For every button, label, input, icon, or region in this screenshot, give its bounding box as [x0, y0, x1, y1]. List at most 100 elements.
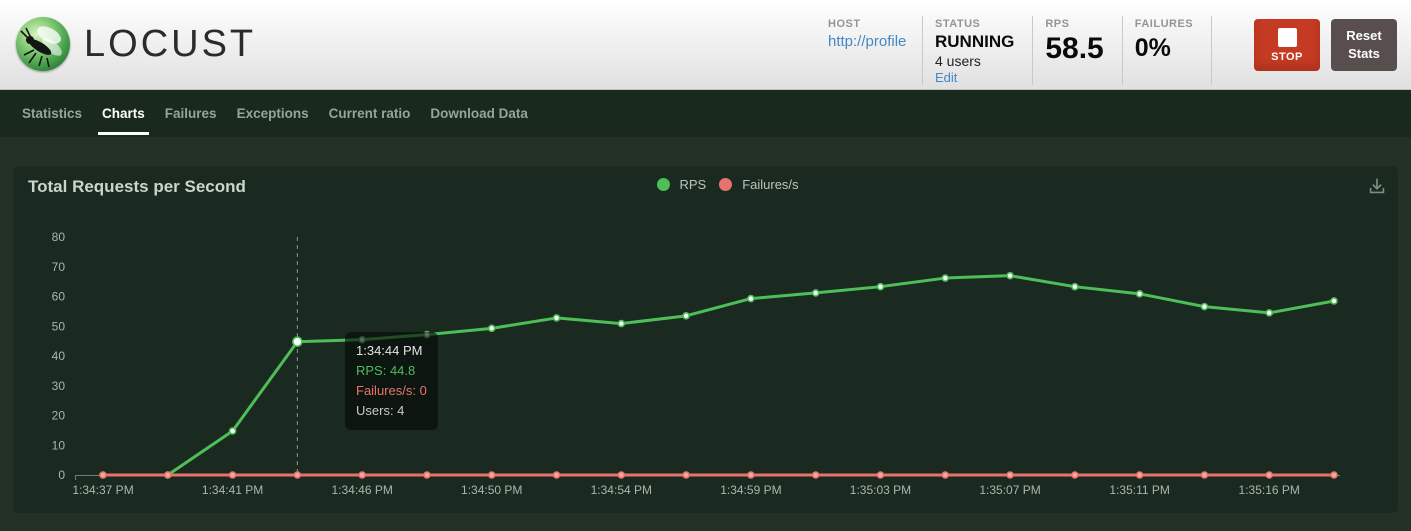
tooltip-rps: RPS: 44.8 — [356, 363, 416, 378]
x-axis-label: 1:35:07 PM — [979, 483, 1040, 497]
rps-point — [876, 282, 885, 291]
legend-item-failures[interactable]: Failures/s — [719, 177, 799, 192]
tab-current-ratio[interactable]: Current ratio — [328, 106, 411, 121]
rps-point — [228, 427, 237, 435]
rps-point — [1200, 302, 1209, 311]
stop-button[interactable]: STOP — [1254, 19, 1320, 71]
x-axis-label: 1:35:03 PM — [850, 483, 911, 497]
failures-point — [163, 471, 172, 479]
y-axis-label: 10 — [52, 438, 66, 452]
status-value: RUNNING — [935, 32, 1015, 51]
locust-insect-icon — [20, 26, 62, 68]
host-section: HOST http://profile — [828, 16, 923, 85]
tab-failures[interactable]: Failures — [164, 106, 217, 121]
rps-point — [941, 274, 950, 282]
rps-point — [617, 319, 626, 328]
failures-point — [228, 471, 237, 479]
failures-point — [552, 471, 561, 479]
chart-title: Total Requests per Second — [28, 177, 246, 196]
rps-label: RPS — [1045, 18, 1070, 30]
x-axis-label: 1:35:16 PM — [1239, 483, 1300, 497]
x-axis-label: 1:34:41 PM — [202, 483, 263, 497]
failures-point — [811, 471, 820, 479]
rps-point — [1265, 309, 1274, 317]
tab-download-data[interactable]: Download Data — [430, 106, 528, 121]
tab-exceptions[interactable]: Exceptions — [236, 106, 309, 121]
failures-label: FAILURES — [1134, 18, 1194, 30]
failures-point — [941, 471, 950, 479]
rps-point — [487, 324, 496, 333]
edit-users-link[interactable]: Edit — [935, 70, 958, 85]
x-axis-label: 1:34:46 PM — [331, 483, 392, 497]
host-label: HOST — [828, 18, 861, 30]
rps-value: 58.5 — [1045, 32, 1104, 65]
failures-point — [747, 471, 755, 479]
failures-point — [617, 471, 626, 479]
x-axis-label: 1:35:11 PM — [1109, 483, 1169, 497]
chart-legend: RPS Failures/s — [656, 177, 799, 192]
failures-point — [1330, 471, 1338, 479]
failures-legend-label: Failures/s — [742, 177, 799, 192]
rps-line — [101, 274, 1336, 477]
y-axis-label: 80 — [52, 230, 66, 244]
failures-point — [682, 471, 690, 479]
failures-point — [1265, 471, 1274, 479]
failures-section: FAILURES 0% — [1123, 16, 1213, 85]
failures-value: 0% — [1134, 34, 1171, 62]
rps-point — [292, 336, 303, 348]
failures-point — [1200, 471, 1209, 479]
failures-point — [1071, 471, 1079, 479]
rps-point — [1071, 282, 1079, 291]
rps-section: RPS 58.5 — [1033, 16, 1123, 85]
failures-legend-dot-icon — [719, 178, 733, 191]
app-title: LOCUST — [84, 22, 257, 65]
failures-point — [1006, 471, 1014, 479]
chart-tooltip: 1:34:44 PM RPS: 44.8 Failures/s: 0 Users… — [345, 332, 438, 430]
failures-point — [1135, 471, 1144, 479]
header-buttons: STOP Reset Stats — [1254, 19, 1397, 71]
y-axis-label: 20 — [52, 409, 66, 423]
x-axis-label: 1:34:59 PM — [720, 483, 781, 497]
download-chart-icon[interactable] — [1366, 175, 1388, 197]
y-axis-label: 30 — [52, 379, 66, 393]
app-header: LOCUST HOST http://profile STATUS RUNNIN… — [0, 0, 1411, 90]
y-axis-label: 70 — [52, 260, 66, 274]
rps-point — [552, 314, 561, 322]
failures-point — [293, 471, 302, 479]
rps-chart[interactable]: 0 10 20 30 40 50 60 70 80 1:34:37 PM 1:34:41 PM 1:3… — [13, 166, 1398, 513]
rps-point — [811, 289, 820, 297]
y-axis-label: 40 — [52, 349, 66, 363]
y-axis-label: 60 — [52, 290, 66, 304]
rps-point — [1135, 290, 1144, 298]
status-info-bar: HOST http://profile STATUS RUNNING 4 use… — [828, 16, 1213, 85]
reset-stats-button[interactable]: Reset Stats — [1331, 19, 1397, 71]
x-axis-label: 1:34:54 PM — [591, 483, 652, 497]
rps-legend-dot-icon — [656, 178, 670, 191]
tooltip-failures: Failures/s: 0 — [356, 383, 427, 398]
status-label: STATUS — [935, 18, 981, 30]
tooltip-users: Users: 4 — [356, 403, 405, 418]
tab-statistics[interactable]: Statistics — [22, 106, 83, 121]
x-axis-label: 1:34:37 PM — [72, 483, 133, 497]
tooltip-time: 1:34:44 PM — [356, 343, 423, 358]
locust-logo: LOCUST — [16, 17, 256, 71]
stop-button-label: STOP — [1271, 50, 1303, 63]
failures-point — [423, 471, 431, 479]
legend-item-rps[interactable]: RPS — [656, 177, 706, 192]
rps-point — [1006, 271, 1014, 280]
rps-chart-panel: Total Requests per Second RPS Failures/s… — [13, 166, 1398, 513]
y-axis-label: 50 — [52, 319, 66, 333]
rps-point — [682, 312, 690, 320]
host-link[interactable]: http://profile — [828, 33, 907, 50]
y-axis-label: 0 — [58, 468, 65, 482]
page-body: Total Requests per Second RPS Failures/s… — [0, 166, 1411, 531]
failures-point — [358, 471, 366, 479]
rps-point — [747, 294, 755, 303]
stop-icon — [1277, 27, 1297, 47]
failures-point — [99, 471, 107, 479]
rps-legend-label: RPS — [679, 177, 707, 192]
tab-charts[interactable]: Charts — [98, 92, 149, 135]
status-section: STATUS RUNNING 4 users Edit — [923, 16, 1034, 85]
failures-point — [487, 471, 496, 479]
x-axis-label: 1:34:50 PM — [461, 483, 522, 497]
